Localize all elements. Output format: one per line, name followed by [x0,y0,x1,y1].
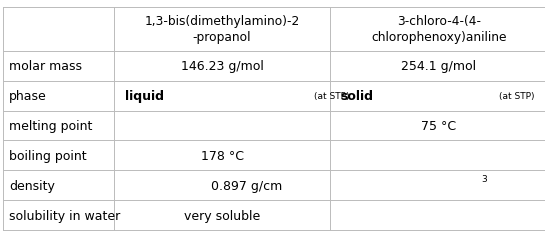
Text: 3: 3 [481,174,487,183]
Text: 254.1 g/mol: 254.1 g/mol [401,60,476,73]
Text: very soluble: very soluble [184,209,260,222]
Text: solid: solid [341,90,374,103]
Text: (at STP): (at STP) [314,92,350,101]
Text: 0.897 g/cm: 0.897 g/cm [211,179,282,192]
Text: 146.23 g/mol: 146.23 g/mol [180,60,264,73]
Text: (at STP): (at STP) [499,92,535,101]
Text: 1,3-bis(dimethylamino)-2
-propanol: 1,3-bis(dimethylamino)-2 -propanol [144,15,300,44]
Text: boiling point: boiling point [9,149,87,162]
Text: 178 °C: 178 °C [201,149,244,162]
Text: solubility in water: solubility in water [9,209,120,222]
Text: density: density [9,179,55,192]
Text: liquid: liquid [125,90,165,103]
Text: 3-chloro-4-(4-
chlorophenoxy)aniline: 3-chloro-4-(4- chlorophenoxy)aniline [371,15,506,44]
Text: 75 °C: 75 °C [421,119,456,133]
Text: molar mass: molar mass [9,60,82,73]
Text: melting point: melting point [9,119,93,133]
Text: phase: phase [9,90,47,103]
